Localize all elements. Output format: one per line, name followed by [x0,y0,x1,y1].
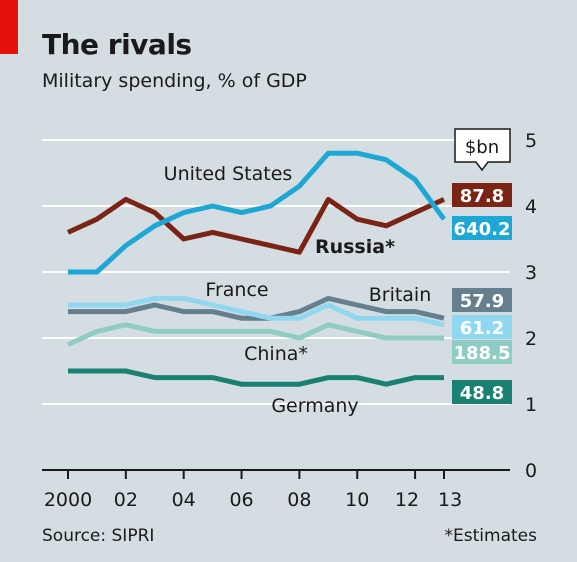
value-box-label-china-: 188.5 [454,343,511,364]
series-line-united-states [68,150,447,275]
bn-callout [454,128,511,172]
series-name-britain: Britain [369,284,432,306]
bn-header-label: $bn [465,137,499,158]
y-tick-label-4: 4 [525,196,537,218]
x-tick-label-08: 08 [287,489,311,511]
series-lines [66,150,447,387]
series-line-france [68,295,445,328]
chart-subtitle: Military spending, % of GDP [42,70,307,92]
series-name-france: France [205,279,268,301]
x-tick-label-06: 06 [229,489,253,511]
x-tick-label-02: 02 [114,489,138,511]
x-tick-label-13: 13 [438,489,462,511]
x-tick-label-2000: 2000 [44,489,92,511]
y-tick-label-1: 1 [525,394,537,416]
value-box-china- [452,340,512,364]
value-box-label-britain: 57.9 [460,291,504,312]
value-box-label-germany: 48.8 [460,383,504,404]
chart-title: The rivals [42,28,192,61]
y-axis-ticks: 0 1 2 3 4 5 [525,130,537,482]
value-box-britain [452,288,512,312]
y-tick-label-2: 2 [525,328,537,350]
series-name-china-: China* [244,343,308,365]
source-note: Source: SIPRI [42,526,155,546]
brand-tag [0,0,18,54]
series-line-germany [68,368,444,387]
value-boxes: 640.2 87.8 57.9 61.2 188.5 48.8 [452,183,512,404]
x-tick-label-04: 04 [172,489,196,511]
series-line-china- [66,322,444,347]
series-name-united-states: United States [164,163,293,185]
series-name-russia-: Russia* [315,236,395,258]
y-tick-label-0: 0 [525,460,537,482]
value-box-germany [452,380,512,404]
value-box-united-states [452,216,512,240]
x-tick-label-12: 12 [395,489,419,511]
value-box-russia- [452,183,512,207]
bn-header: $bn [454,128,511,172]
value-box-label-russia-: 87.8 [460,186,504,207]
value-box-label-united-states: 640.2 [454,219,511,240]
series-name-labels: United States Russia* Britain France China* G… [164,163,432,417]
series-line-russia- [66,196,446,255]
series-line-britain [68,295,445,321]
estimates-note: *Estimates [444,526,537,546]
series-name-germany: Germany [271,395,358,417]
value-box-label-france: 61.2 [460,318,504,339]
x-tick-label-10: 10 [345,489,369,511]
y-tick-label-5: 5 [525,130,537,152]
value-box-france [452,315,512,339]
y-tick-label-3: 3 [525,262,537,284]
x-axis: 2000 02 04 06 08 10 12 13 [42,469,510,511]
